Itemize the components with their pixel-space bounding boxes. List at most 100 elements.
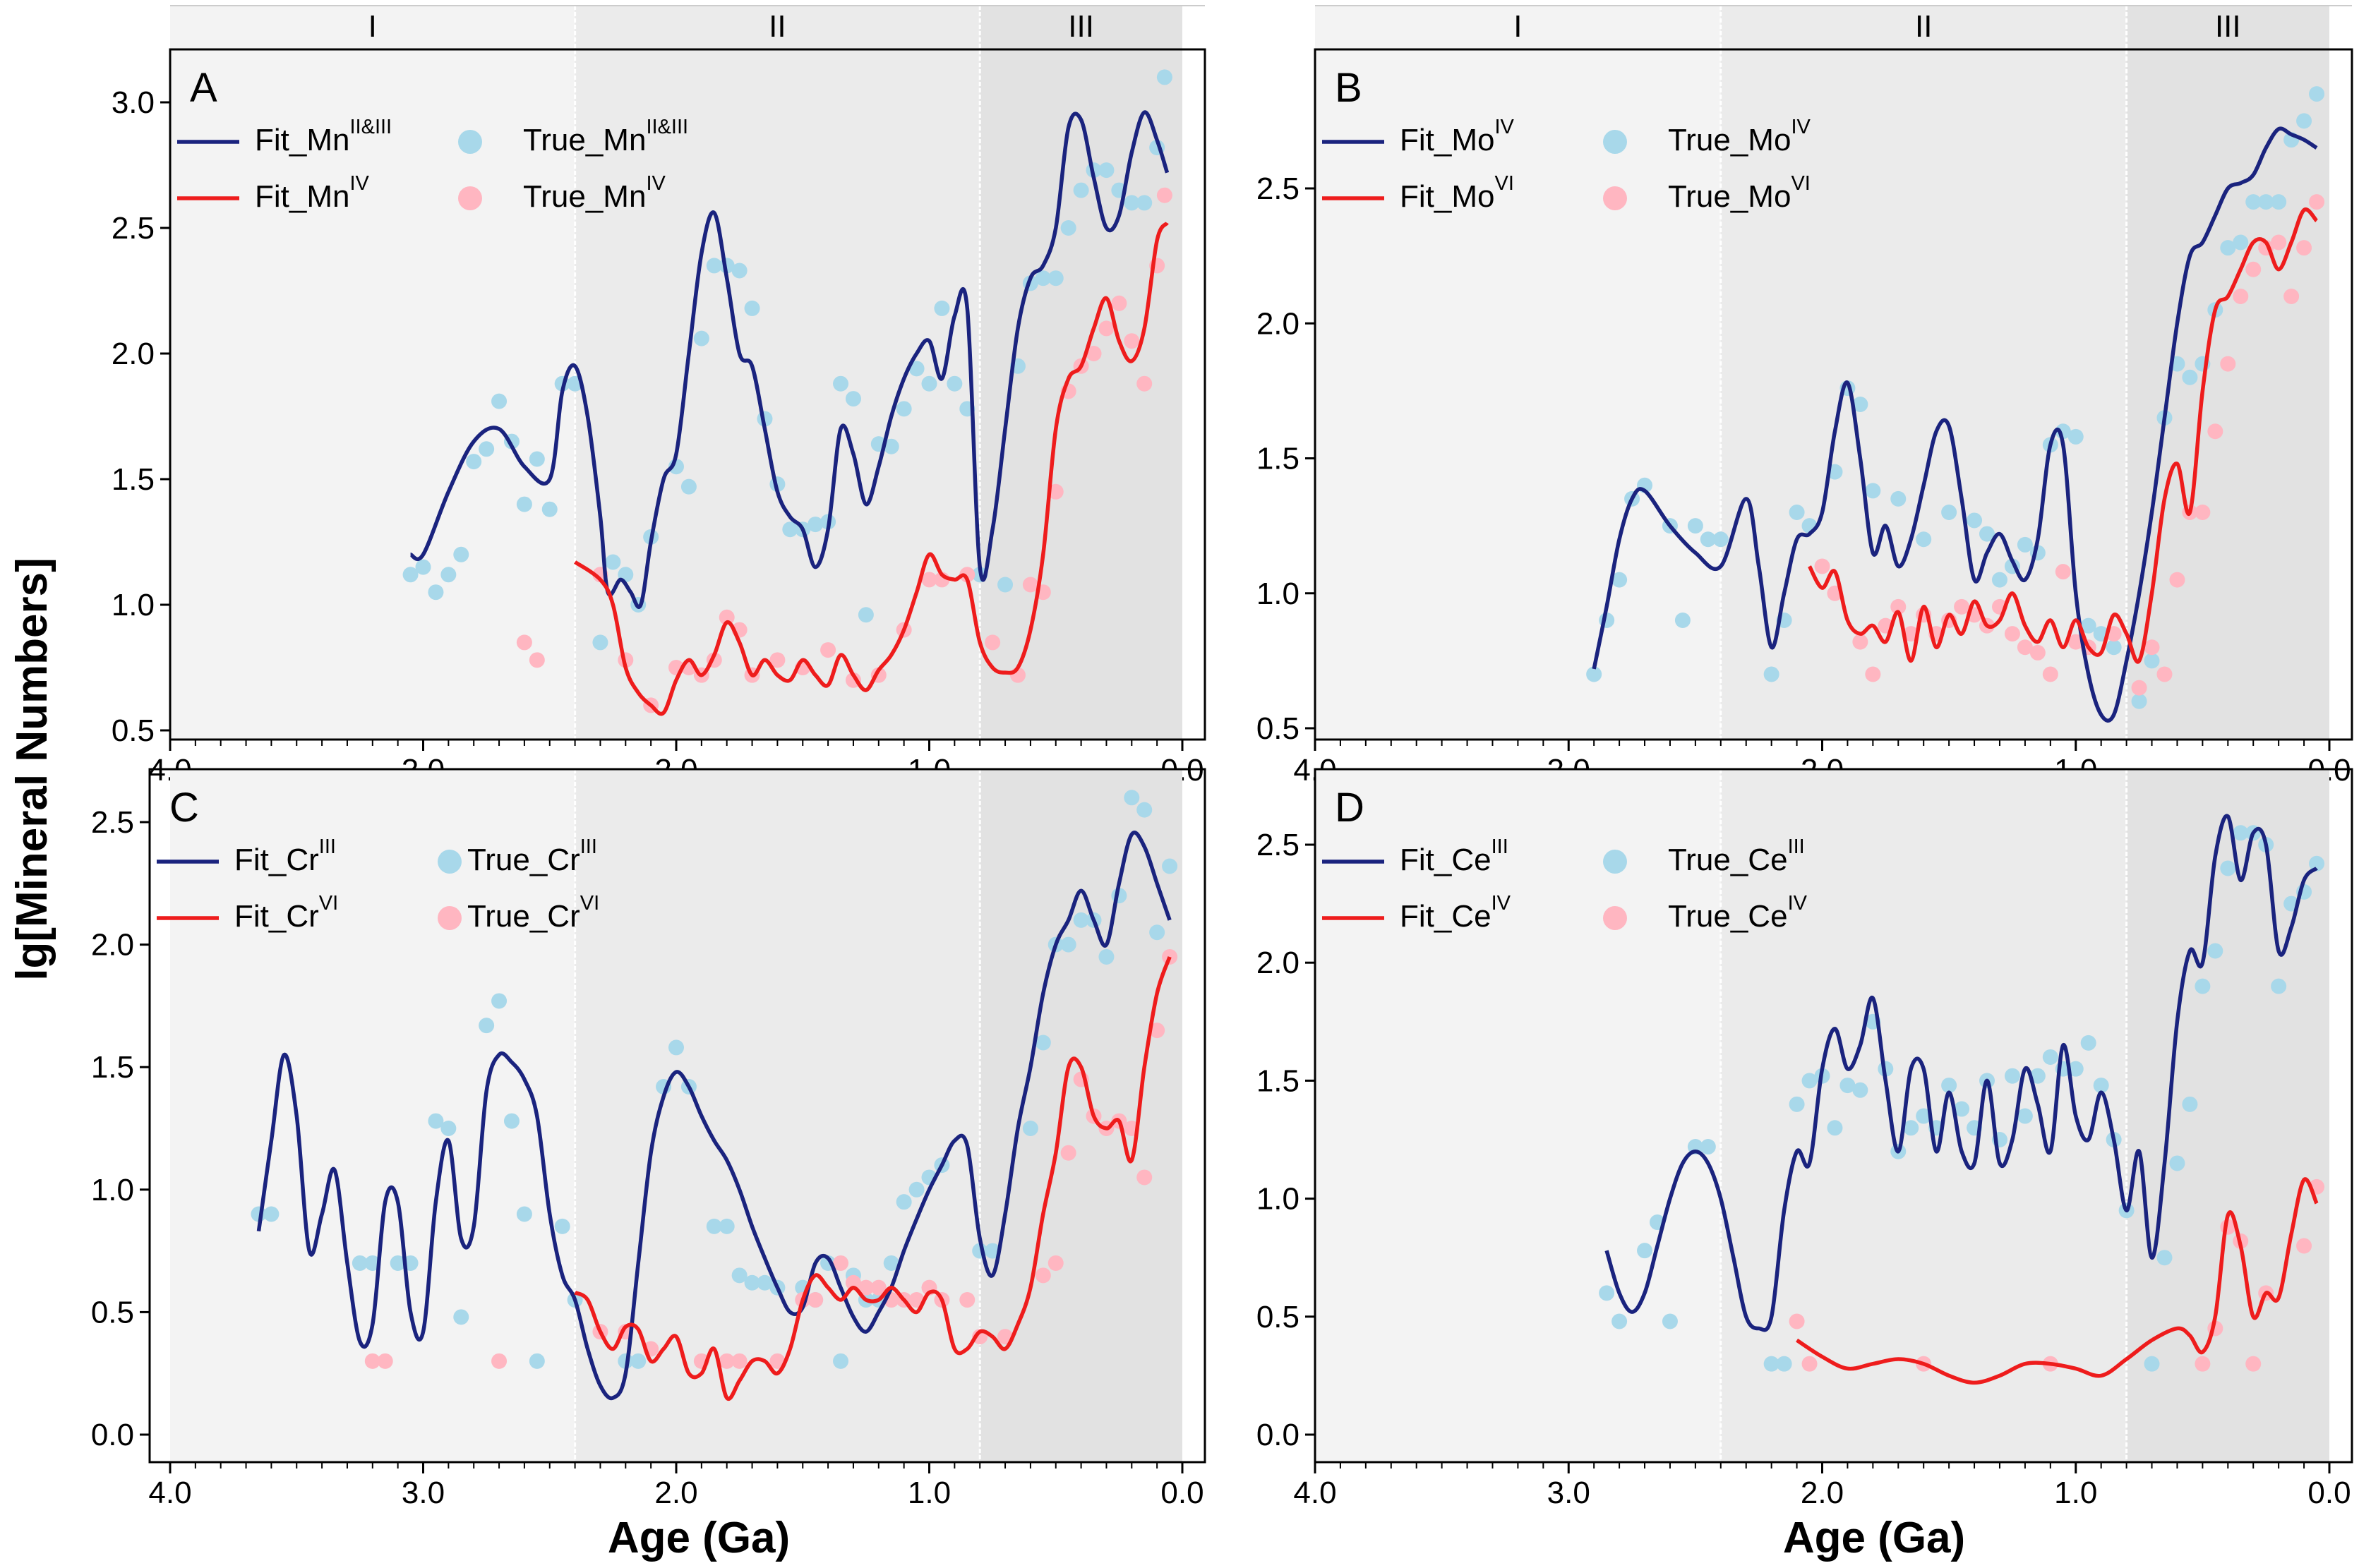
point-true_mn-low xyxy=(808,517,824,533)
point-true_mn-low xyxy=(921,375,937,392)
y-tick-label: 2.0 xyxy=(91,928,134,963)
point-true_mo-low xyxy=(1941,505,1957,520)
point-true_mo-high xyxy=(2029,644,2046,661)
point-true_mo-low xyxy=(1865,483,1881,499)
y-tick-label: 0.5 xyxy=(91,1295,134,1329)
point-true_cr-high xyxy=(1035,1267,1051,1284)
point-true_cr-low xyxy=(440,1121,457,1136)
point-true_mn-low xyxy=(516,496,532,512)
point-true_mn-high xyxy=(529,652,545,668)
point-true_cr-low xyxy=(1022,1121,1038,1136)
point-true_mn-low xyxy=(1073,182,1089,198)
point-true_cr-low xyxy=(630,1353,647,1369)
point-true_mn-low xyxy=(466,454,482,470)
point-true_ce-high xyxy=(2245,1356,2262,1372)
point-true_mo-low xyxy=(1674,613,1691,628)
point-true_mn-low xyxy=(934,300,950,316)
y-tick-label: 2.5 xyxy=(1256,828,1299,862)
point-true_mn-high xyxy=(1098,320,1115,337)
point-true_mn-low xyxy=(845,391,861,407)
point-true_cr-low xyxy=(1098,948,1115,965)
panel-letter: A xyxy=(190,65,217,111)
era-label-i: I xyxy=(1513,9,1522,44)
point-true_mo-low xyxy=(2309,86,2325,102)
line-fit_ce-low xyxy=(1604,814,2318,1332)
point-true_mn-low xyxy=(908,361,925,377)
point-true_mo-low xyxy=(1687,518,1703,534)
x-tick-label: 2.0 xyxy=(1801,1476,1844,1510)
point-true_mn-low xyxy=(896,401,912,417)
y-tick-label: 1.0 xyxy=(112,588,155,622)
point-true_mo-low xyxy=(2258,194,2274,210)
point-true_mo-high xyxy=(2156,666,2173,682)
point-true_cr-high xyxy=(1162,948,1178,965)
point-true_ce-low xyxy=(1637,1243,1653,1259)
y-tick-label: 2.0 xyxy=(1256,306,1299,341)
point-true_cr-high xyxy=(719,1353,735,1369)
point-true_cr-high xyxy=(364,1353,380,1369)
point-true_cr-low xyxy=(1035,1035,1051,1051)
y-tick-label: 1.5 xyxy=(91,1050,134,1085)
point-true_cr-low xyxy=(1149,924,1165,941)
legend-marker-true_mo-high xyxy=(1603,186,1627,210)
point-true_mo-high xyxy=(2207,423,2223,440)
point-true_mn-high xyxy=(1111,295,1127,311)
point-true_ce-low xyxy=(2042,1049,2058,1065)
point-true_mn-low xyxy=(731,263,748,279)
line-fit_ce-high xyxy=(1796,1177,2319,1385)
point-true_mo-high xyxy=(1890,598,1907,615)
point-true_mo-high xyxy=(2017,639,2033,656)
point-true_ce-low xyxy=(1941,1078,1957,1094)
point-true_cr-high xyxy=(1048,1255,1064,1271)
point-true_mn-low xyxy=(1060,220,1076,236)
x-tick-label: 0.0 xyxy=(1160,1476,1203,1510)
point-true_mo-high xyxy=(2296,240,2312,256)
series-group xyxy=(1599,814,2325,1385)
point-true_cr-low xyxy=(263,1206,280,1222)
point-true_mn-high xyxy=(1048,483,1064,500)
point-true_ce-low xyxy=(2156,1250,2173,1266)
point-true_mo-high xyxy=(2245,261,2262,277)
point-true_cr-low xyxy=(503,1113,520,1129)
point-true_mn-high xyxy=(959,567,976,583)
point-true_ce-low xyxy=(1839,1078,1856,1094)
point-true_mn-low xyxy=(782,521,798,538)
legend-marker-true_cr-high xyxy=(438,906,462,930)
point-true_cr-low xyxy=(364,1255,380,1271)
era-band-iii xyxy=(2126,769,2329,1462)
legend-marker-true_mn-high xyxy=(458,186,482,210)
point-true_cr-low xyxy=(1060,936,1076,953)
panel-letter: B xyxy=(1335,65,1362,111)
point-true_mo-low xyxy=(2067,428,2084,445)
point-true_cr-high xyxy=(870,1279,887,1296)
point-true_mo-high xyxy=(2004,626,2020,642)
point-true_mn-low xyxy=(605,554,621,570)
point-true_cr-low xyxy=(479,1018,495,1034)
point-true_cr-low xyxy=(390,1255,406,1271)
point-true_ce-low xyxy=(1827,1120,1843,1136)
point-true_mo-high xyxy=(1865,666,1881,682)
point-true_ce-low xyxy=(1763,1356,1779,1372)
point-true_cr-low xyxy=(744,1274,760,1291)
point-true_cr-low xyxy=(428,1113,444,1129)
point-true_mn-low xyxy=(1035,270,1051,287)
point-true_ce-low xyxy=(1903,1120,1919,1136)
point-true_mn-low xyxy=(997,577,1014,593)
point-true_mo-low xyxy=(2271,194,2287,210)
line-fit_mo-low xyxy=(1592,126,2318,723)
x-tick-label: 3.0 xyxy=(402,1476,445,1510)
point-true_mn-high xyxy=(1022,577,1038,593)
series-group xyxy=(1586,86,2325,723)
point-true_ce-low xyxy=(1916,1108,1932,1124)
line-fit_mn-high xyxy=(574,222,1169,716)
point-true_ce-low xyxy=(1852,1082,1868,1098)
point-true_mn-low xyxy=(858,607,874,623)
y-tick-label: 1.0 xyxy=(91,1173,134,1207)
point-true_cr-low xyxy=(896,1194,912,1210)
point-true_mo-low xyxy=(2220,240,2236,256)
point-true_mo-high xyxy=(1852,634,1868,650)
legend-label-true_mo-high: True_MoVI xyxy=(1668,172,1811,214)
point-true_mo-low xyxy=(1700,531,1716,548)
era-label-ii: II xyxy=(1915,9,1932,44)
legend-marker-true_mn-low xyxy=(458,130,482,154)
